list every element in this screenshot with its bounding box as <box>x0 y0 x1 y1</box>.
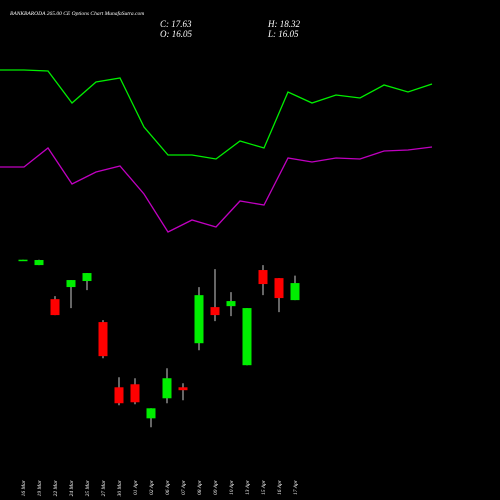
x-tick-label: 13 Apr <box>245 479 251 495</box>
x-tick-label: 27 Mar <box>101 479 107 496</box>
x-tick-label: 15 Apr <box>261 479 267 495</box>
x-tick-label: 25 Mar <box>85 479 91 496</box>
ohlc-label: C: 17.63 <box>160 19 192 29</box>
x-tick-label: 02 Apr <box>149 479 155 495</box>
x-tick-label: 07 Apr <box>181 479 187 495</box>
x-tick-label: 10 Apr <box>229 479 235 495</box>
x-tick-label: 19 Mar <box>37 479 43 496</box>
candle-body <box>178 387 188 391</box>
x-tick-label: 24 Mar <box>68 479 75 496</box>
candle-body <box>274 278 284 299</box>
x-tick-label: 16 Mar <box>21 479 27 496</box>
x-tick-label: 09 Apr <box>213 479 219 495</box>
candle-body <box>82 273 92 282</box>
ohlc-label: O: 16.05 <box>160 29 192 39</box>
chart-title: BANKBARODA 265.00 CE Options Chart Munaf… <box>10 10 144 17</box>
x-tick-label: 01 Apr <box>133 479 139 495</box>
indicator-line <box>0 146 433 233</box>
candle-body <box>258 270 268 285</box>
candle-body <box>242 308 252 366</box>
candle-body <box>130 384 140 403</box>
candle-body <box>66 280 76 288</box>
candle-body <box>290 283 300 301</box>
x-tick-label: 16 Apr <box>277 479 283 495</box>
x-tick-label: 22 Mar <box>53 479 59 496</box>
candle-body <box>146 408 156 419</box>
candle-body <box>162 378 172 399</box>
candle-body <box>50 299 60 316</box>
x-tick-label: 17 Apr <box>293 479 299 495</box>
candle-body <box>34 260 44 266</box>
ohlc-label: H: 18.32 <box>267 19 300 29</box>
x-tick-label: 06 Apr <box>165 479 171 495</box>
candle-body <box>18 259 28 262</box>
candle-body <box>194 295 204 344</box>
candle-body <box>226 301 236 307</box>
x-tick-label: 08 Apr <box>197 479 203 495</box>
candle-body <box>114 387 124 404</box>
candle-body <box>210 307 220 316</box>
candle-body <box>98 322 108 357</box>
ohlc-label: L: 16.05 <box>267 29 299 39</box>
x-tick-label: 30 Mar <box>117 479 123 497</box>
indicator-line <box>0 69 433 160</box>
